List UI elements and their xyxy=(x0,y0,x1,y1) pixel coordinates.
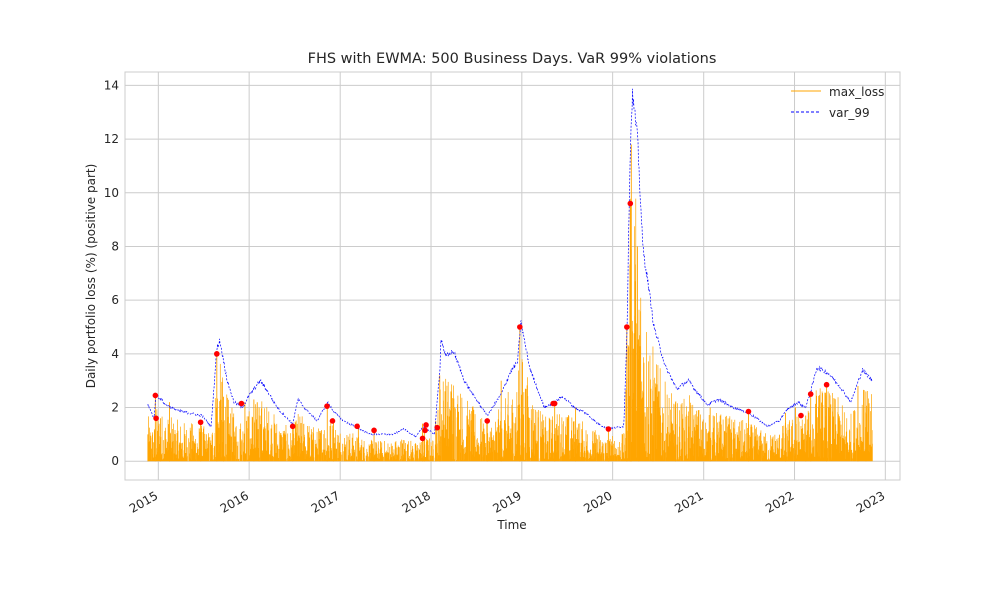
violation-point xyxy=(605,426,612,432)
violation-markers xyxy=(152,200,830,442)
y-axis-ticks: 0 2 4 6 8 10 12 14 xyxy=(104,78,119,468)
x-axis-label: Time xyxy=(496,518,526,532)
violation-point xyxy=(798,412,804,419)
violation-point xyxy=(289,423,296,430)
violation-point xyxy=(419,435,426,442)
y-tick-label: 6 xyxy=(111,293,119,307)
violation-point xyxy=(153,415,159,422)
violation-point xyxy=(807,391,814,397)
violation-point xyxy=(152,392,159,399)
y-tick-label: 10 xyxy=(104,186,119,200)
violation-point xyxy=(517,324,523,330)
y-tick-label: 4 xyxy=(111,347,119,361)
violation-point xyxy=(197,419,204,426)
legend-var-99-label: var_99 xyxy=(829,106,870,120)
violation-point xyxy=(823,381,830,388)
max-loss-series xyxy=(147,144,873,462)
y-tick-label: 0 xyxy=(111,454,119,468)
var-99-series xyxy=(147,88,873,438)
violation-point xyxy=(745,408,752,415)
legend-max-loss-label: max_loss xyxy=(829,85,884,99)
violation-point xyxy=(329,418,336,424)
chart-title: FHS with EWMA: 500 Business Days. VaR 99… xyxy=(308,51,717,67)
y-tick-label: 12 xyxy=(104,132,119,146)
violation-point xyxy=(238,400,245,407)
violation-point xyxy=(484,418,491,424)
y-tick-label: 14 xyxy=(104,78,119,92)
violation-point xyxy=(627,200,634,207)
y-axis-label: Daily portfolio loss (%) (positive part) xyxy=(84,164,98,389)
violation-point xyxy=(423,422,429,428)
var-99-line xyxy=(147,88,873,438)
violation-point xyxy=(324,403,330,409)
plot-frame xyxy=(124,71,901,481)
violation-point xyxy=(624,324,630,330)
violation-point xyxy=(214,351,220,357)
violation-point xyxy=(371,427,377,434)
violation-point xyxy=(422,427,428,434)
violation-point xyxy=(551,400,558,407)
violation-point xyxy=(434,424,441,431)
legend: max_loss var_99 xyxy=(791,85,884,120)
y-tick-label: 2 xyxy=(111,401,119,415)
violation-point xyxy=(354,423,360,430)
y-tick-label: 8 xyxy=(111,239,119,253)
